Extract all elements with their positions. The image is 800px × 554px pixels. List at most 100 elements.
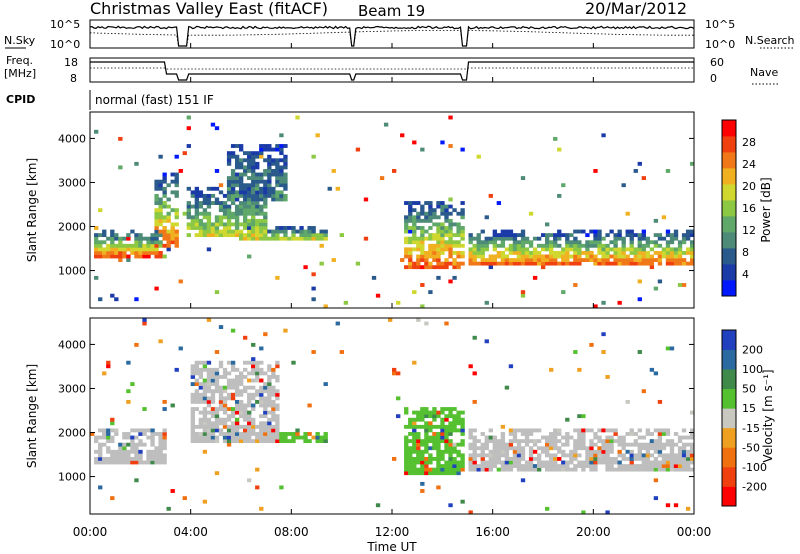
- heatmap-cell: [259, 222, 264, 227]
- heatmap-cell: [681, 442, 687, 447]
- heatmap-cell: [259, 179, 264, 184]
- heatmap-cell: [218, 396, 224, 401]
- heatmap-cell: [202, 222, 208, 227]
- heatmap-cell: [343, 300, 349, 305]
- heatmap-cell: [98, 453, 103, 458]
- heatmap-cell: [416, 471, 421, 476]
- heatmap-cell: [150, 250, 155, 255]
- heatmap-cell: [114, 236, 119, 241]
- heatmap-cell: [162, 233, 167, 238]
- heatmap-cell: [138, 432, 143, 436]
- heatmap-cell: [444, 211, 449, 216]
- colorbar-swatch: [722, 248, 736, 265]
- colorbar-tick-label: 12: [742, 224, 756, 237]
- heatmap-cell: [444, 424, 449, 429]
- heatmap-cell: [404, 240, 409, 245]
- heatmap-cell: [524, 247, 530, 252]
- heatmap-cell: [649, 240, 655, 245]
- heatmap-cell: [524, 258, 530, 262]
- heatmap-cell: [432, 442, 437, 447]
- heatmap-cell: [355, 147, 361, 152]
- heatmap-cell: [138, 254, 143, 259]
- heatmap-cell: [408, 265, 413, 270]
- heatmap-cell: [669, 233, 675, 238]
- heatmap-cell: [118, 449, 123, 454]
- heatmap-cell: [585, 250, 590, 255]
- heatmap-cell: [681, 233, 687, 238]
- heatmap-cell: [456, 229, 461, 234]
- heatmap-cell: [637, 446, 642, 451]
- heatmap-cell: [532, 464, 538, 468]
- heatmap-cell: [500, 236, 506, 241]
- heatmap-cell: [549, 460, 554, 465]
- heatmap-cell: [673, 236, 679, 241]
- heatmap-cell: [448, 144, 453, 148]
- heatmap-cell: [130, 229, 135, 234]
- heatmap-cell: [472, 449, 477, 454]
- heatmap-cell: [629, 258, 634, 262]
- time-axis-label: Time UT: [366, 540, 417, 554]
- heatmap-cell: [629, 467, 634, 472]
- heatmap-cell: [496, 233, 502, 238]
- heatmap-cell: [295, 432, 300, 436]
- heatmap-cell: [259, 506, 264, 511]
- heatmap-cell: [557, 467, 562, 472]
- heatmap-cell: [613, 233, 618, 238]
- heatmap-cell: [633, 233, 638, 238]
- heatmap-cell: [202, 439, 208, 444]
- heatmap-cell: [549, 233, 554, 238]
- heatmap-cell: [625, 254, 630, 259]
- heatmap-cell: [605, 254, 610, 259]
- heatmap-cell: [516, 456, 522, 461]
- heatmap-cell: [677, 467, 683, 472]
- heatmap-cell: [484, 247, 489, 252]
- heatmap-cell: [480, 460, 485, 465]
- heatmap-cell: [480, 453, 485, 458]
- heatmap-cell: [243, 385, 248, 390]
- heatmap-cell: [110, 247, 115, 252]
- heatmap-cell: [617, 467, 622, 472]
- heatmap-cell: [420, 471, 425, 476]
- heatmap-cell: [194, 215, 200, 220]
- heatmap-cell: [214, 233, 220, 238]
- heatmap-cell: [645, 464, 651, 468]
- heatmap-cell: [218, 208, 224, 213]
- heatmap-cell: [496, 254, 502, 259]
- heatmap-cell: [102, 250, 107, 255]
- heatmap-cell: [214, 407, 220, 411]
- heatmap-cell: [549, 456, 554, 461]
- heatmap-cell: [621, 243, 626, 248]
- heatmap-cell: [637, 464, 642, 468]
- heatmap-cell: [247, 428, 252, 433]
- heatmap-cell: [649, 265, 655, 270]
- heatmap-cell: [118, 446, 123, 451]
- heatmap-cell: [238, 424, 244, 429]
- heatmap-cell: [653, 250, 659, 255]
- heatmap-cell: [665, 254, 671, 259]
- heatmap-cell: [565, 467, 570, 472]
- heatmap-cell: [665, 428, 671, 433]
- heatmap-cell: [275, 403, 280, 408]
- heatmap-cell: [267, 428, 272, 433]
- heatmap-cell: [283, 435, 288, 440]
- heatmap-cell: [126, 243, 131, 248]
- heatmap-cell: [448, 240, 453, 245]
- heatmap-cell: [210, 410, 216, 415]
- heatmap-cell: [114, 243, 119, 248]
- heatmap-cell: [259, 154, 264, 159]
- heatmap-cell: [432, 446, 437, 451]
- heatmap-cell: [452, 258, 457, 262]
- heatmap-cell: [255, 179, 260, 184]
- heatmap-cell: [549, 258, 554, 262]
- heatmap-cell: [424, 442, 429, 447]
- heatmap-cell: [416, 261, 421, 266]
- heatmap-cell: [601, 453, 606, 458]
- heatmap-cell: [271, 367, 276, 372]
- heatmap-cell: [230, 190, 236, 195]
- heatmap-cell: [613, 428, 618, 433]
- heatmap-cell: [448, 211, 453, 216]
- heatmap-cell: [432, 456, 437, 461]
- heatmap-cell: [234, 144, 240, 148]
- heatmap-cell: [444, 229, 449, 234]
- heatmap-cell: [440, 467, 445, 472]
